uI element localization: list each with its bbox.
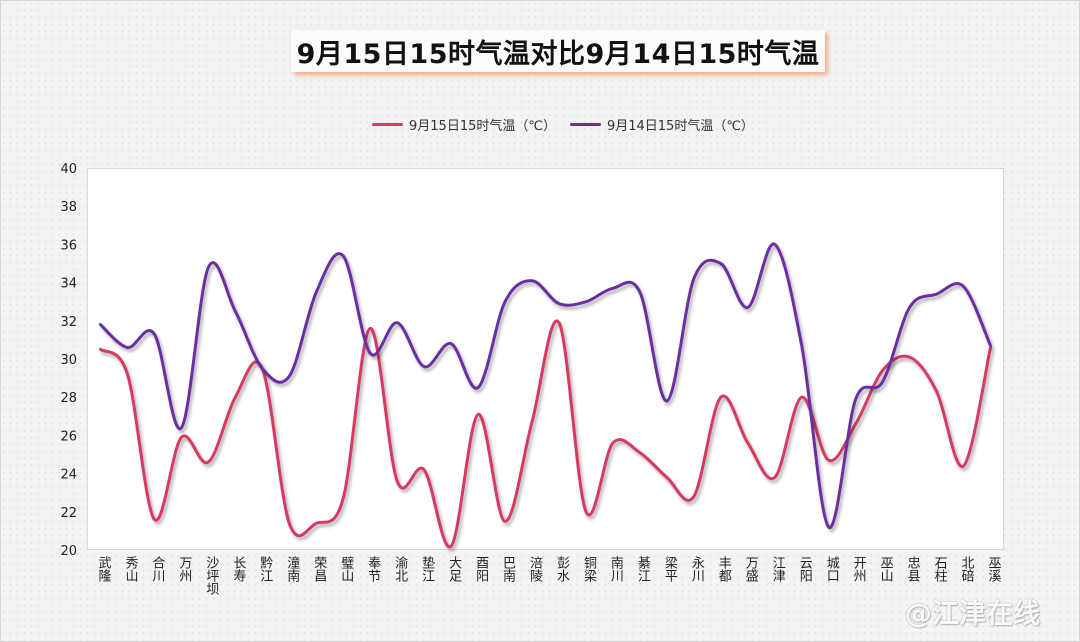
legend-label-series-2: 9月14日15时气温（℃） (606, 118, 754, 134)
x-tick-label: 武隆 (95, 556, 111, 582)
legend-swatch-series-1 (372, 122, 403, 126)
legend-label-series-1: 9月15日15时气温（℃） (409, 118, 556, 134)
y-tick-label: 20 (60, 544, 77, 559)
x-tick-label: 渝北 (392, 556, 408, 582)
y-tick-label: 38 (60, 200, 77, 215)
watermark: @江津在线 (905, 599, 1040, 630)
x-tick-label: 长寿 (230, 556, 246, 582)
y-tick-label: 32 (60, 315, 77, 330)
x-tick-label: 丰都 (715, 556, 731, 582)
series-line-1 (99, 319, 992, 549)
chart-title-box: 9月15日15时气温对比9月14日15时气温 (291, 30, 825, 72)
x-tick-label: 秀山 (122, 556, 138, 582)
x-tick-label: 沙坪坝 (203, 556, 219, 595)
x-tick-label: 北碚 (958, 556, 974, 582)
x-tick-label: 酉阳 (473, 556, 489, 582)
x-tick-label: 綦江 (634, 556, 650, 582)
legend-item-series-1: 9月15日15时气温（℃） (372, 115, 556, 134)
x-tick-label: 大足 (446, 556, 462, 582)
legend: 9月15日15时气温（℃） 9月14日15时气温（℃） (372, 112, 768, 136)
x-tick-label: 巫溪 (985, 556, 1001, 582)
y-tick-label: 24 (60, 468, 77, 483)
x-tick-label: 巴南 (500, 556, 516, 582)
x-tick-label: 彭水 (553, 556, 569, 582)
series-line-2 (99, 242, 992, 529)
x-tick-label: 合川 (149, 556, 165, 582)
x-tick-label: 黔江 (257, 556, 273, 582)
x-tick-label: 荣昌 (311, 556, 327, 582)
y-tick-label: 36 (60, 238, 77, 253)
y-tick-label: 40 (60, 162, 77, 177)
y-tick-label: 22 (60, 506, 77, 521)
x-tick-label: 云阳 (796, 556, 812, 582)
x-tick-label: 忠县 (904, 556, 920, 582)
x-tick-label: 巫山 (877, 556, 893, 582)
x-tick-label: 璧山 (338, 556, 354, 582)
x-tick-label: 城口 (823, 556, 839, 582)
legend-swatch-series-2 (569, 122, 601, 126)
x-tick-label: 铜梁 (580, 556, 596, 582)
y-tick-label: 30 (60, 353, 77, 368)
x-tick-label: 永川 (688, 556, 704, 582)
x-tick-label: 涪陵 (527, 556, 542, 582)
x-tick-label: 梁平 (661, 556, 677, 582)
x-tick-label: 开州 (850, 556, 866, 582)
x-tick-label: 南川 (607, 556, 623, 582)
legend-item-series-2: 9月14日15时气温（℃） (569, 115, 754, 134)
chart-title: 9月15日15时气温对比9月14日15时气温 (296, 38, 820, 70)
series-lines (99, 242, 992, 549)
x-tick-label: 潼南 (284, 556, 300, 582)
y-tick-label: 26 (60, 429, 77, 444)
x-tick-label: 垫江 (419, 556, 435, 582)
y-axis: 20 22 24 26 28 30 32 34 36 38 40 (60, 162, 77, 559)
x-tick-label: 江津 (769, 556, 785, 582)
x-tick-label: 石柱 (931, 556, 947, 582)
y-tick-label: 34 (60, 277, 77, 292)
y-tick-label: 28 (60, 391, 77, 406)
x-tick-label: 万州 (176, 556, 192, 582)
x-tick-label: 万盛 (742, 556, 758, 582)
x-tick-label: 奉节 (365, 556, 381, 582)
